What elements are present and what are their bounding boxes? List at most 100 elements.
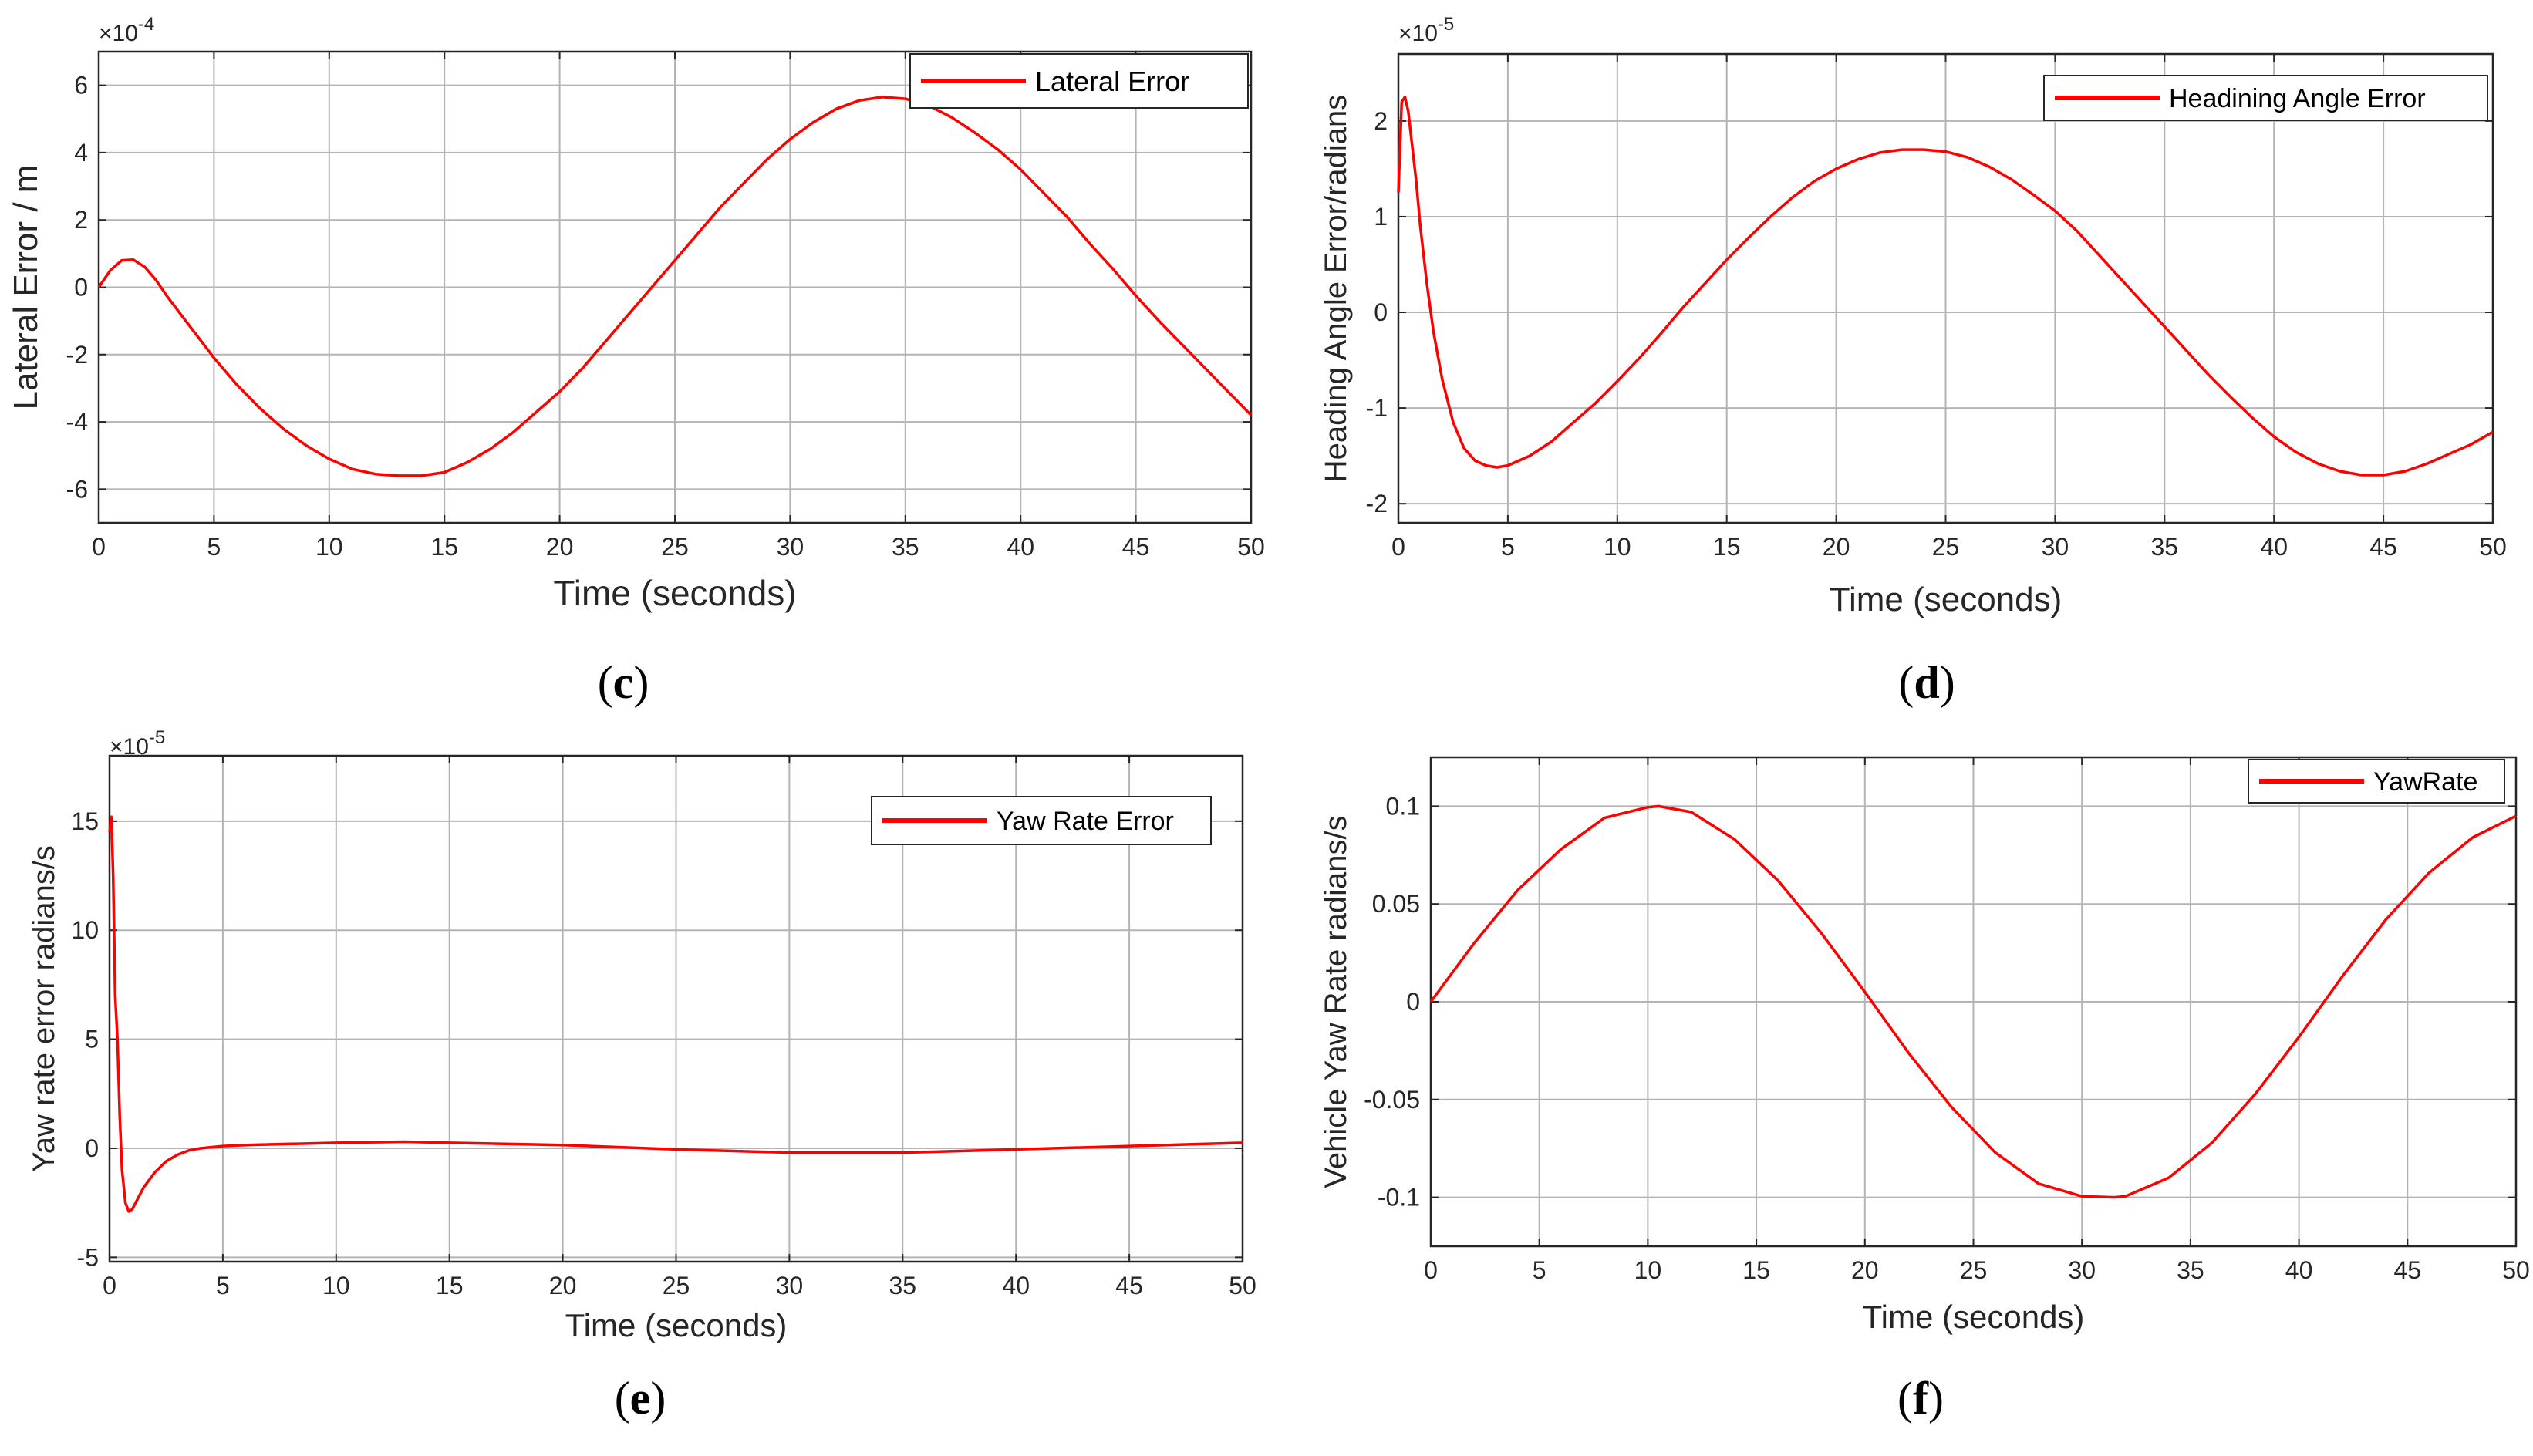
series-line	[1429, 804, 2517, 1199]
panel-caption: (f)	[1897, 1373, 1944, 1424]
y-axis-label: Heading Angle Error/radians	[1319, 95, 1353, 483]
x-tick-label: 15	[430, 533, 458, 561]
y-tick-label: -4	[66, 408, 88, 436]
x-tick-label: 45	[1122, 533, 1150, 561]
y-tick-label: 0.1	[1386, 792, 1420, 820]
x-tick-label: 20	[549, 1272, 577, 1299]
axis-exponent: ×10-5	[110, 727, 165, 760]
exponent-base: ×10	[110, 734, 149, 760]
y-tick-label: 0	[1406, 988, 1420, 1016]
x-tick-label: 45	[2394, 1256, 2422, 1284]
x-tick-label: 50	[1237, 533, 1265, 561]
legend-label: Headining Angle Error	[2169, 84, 2426, 113]
panel-letter: d	[1914, 657, 1939, 708]
chart-panel-f: 0 5 10 15 20 25 30 35 40 45 50 -0.1 -0.05 0 0.05 0.1 Tim…	[1319, 756, 2530, 1424]
x-tick-label: 10	[322, 1272, 350, 1299]
x-tick-label: 5	[207, 533, 221, 561]
panel-letter: f	[1913, 1373, 1929, 1424]
y-tick-label: -0.1	[1378, 1184, 1420, 1212]
x-axis-label: Time (seconds)	[565, 1307, 788, 1343]
x-tick-label: 35	[889, 1272, 917, 1299]
x-axis-label: Time (seconds)	[1830, 581, 2062, 618]
chart-panel-c: 0 5 10 15 20 25 30 35 40 45 50-6-4-20246×10-4Time …	[7, 14, 1265, 708]
y-tick-label: 2	[74, 206, 88, 234]
y-tick-label: -1	[1366, 394, 1388, 422]
y-tick-label: 15	[71, 807, 99, 835]
x-tick-label: 30	[2068, 1256, 2096, 1284]
legend-label: YawRate	[2373, 767, 2477, 797]
x-tick-label: 5	[216, 1272, 230, 1299]
exponent-power: -4	[138, 14, 154, 35]
panel-caption: (d)	[1898, 657, 1955, 708]
x-tick-label: 25	[663, 1272, 690, 1299]
x-tick-label: 25	[661, 533, 689, 561]
y-tick-label: -2	[66, 341, 88, 369]
y-axis-label: Yaw rate error radians/s	[27, 845, 61, 1172]
x-tick-label: 0	[1391, 533, 1405, 561]
y-tick-label: 1	[1374, 203, 1388, 231]
x-tick-label: 5	[1501, 533, 1515, 561]
x-tick-label: 35	[2151, 533, 2179, 561]
series-line	[108, 815, 1243, 1213]
x-tick-label: 20	[1851, 1256, 1879, 1284]
x-tick-label: 10	[315, 533, 343, 561]
x-tick-label: 0	[1424, 1256, 1438, 1284]
x-tick-label: 0	[92, 533, 106, 561]
x-tick-label: 30	[776, 1272, 804, 1299]
y-tick-label: -2	[1366, 490, 1388, 517]
panel-caption: (c)	[598, 657, 649, 708]
x-tick-label: 15	[436, 1272, 464, 1299]
x-tick-label: 15	[1713, 533, 1741, 561]
x-tick-label: 40	[1007, 533, 1034, 561]
x-tick-label: 35	[892, 533, 919, 561]
x-tick-label: 20	[1823, 533, 1850, 561]
y-tick-label: 0	[85, 1134, 99, 1162]
y-tick-label: 0.05	[1372, 890, 1420, 918]
x-axis-label: Time (seconds)	[1863, 1299, 2085, 1335]
panel-letter: c	[613, 657, 634, 708]
y-axis-label: Vehicle Yaw Rate radians/s	[1319, 815, 1353, 1188]
x-tick-label: 10	[1634, 1256, 1662, 1284]
y-tick-label: 10	[71, 916, 99, 944]
x-tick-label: 20	[546, 533, 574, 561]
legend-label: Yaw Rate Error	[997, 807, 1174, 836]
x-tick-label: 0	[103, 1272, 116, 1299]
x-tick-label: 50	[2479, 533, 2507, 561]
y-tick-label: -5	[77, 1243, 99, 1271]
x-tick-label: 5	[1533, 1256, 1546, 1284]
y-tick-label: 6	[74, 72, 88, 99]
x-tick-label: 30	[2042, 533, 2069, 561]
y-tick-label: 0	[1374, 298, 1388, 326]
x-axis-label: Time (seconds)	[553, 573, 796, 613]
axis-exponent: ×10-5	[1398, 14, 1454, 46]
x-tick-label: 40	[2285, 1256, 2313, 1284]
x-tick-label: 45	[2369, 533, 2397, 561]
x-tick-label: 45	[1115, 1272, 1143, 1299]
x-tick-label: 35	[2177, 1256, 2204, 1284]
x-tick-label: 25	[1932, 533, 1960, 561]
legend-label: Lateral Error	[1035, 66, 1189, 97]
series-line	[97, 96, 1253, 477]
y-axis-label: Lateral Error / m	[7, 165, 45, 410]
panel-caption: (e)	[615, 1373, 666, 1424]
y-tick-label: 2	[1374, 107, 1388, 135]
exponent-base: ×10	[99, 21, 138, 46]
x-tick-label: 10	[1604, 533, 1631, 561]
exponent-base: ×10	[1398, 21, 1438, 46]
axis-exponent: ×10-4	[99, 14, 154, 46]
x-tick-label: 40	[2260, 533, 2288, 561]
x-tick-label: 50	[1229, 1272, 1256, 1299]
x-tick-label: 25	[1960, 1256, 1988, 1284]
y-tick-label: 4	[74, 139, 88, 167]
x-tick-label: 15	[1742, 1256, 1770, 1284]
y-tick-label: -0.05	[1364, 1086, 1420, 1114]
y-tick-label: 0	[74, 274, 88, 302]
panel-letter: e	[630, 1373, 651, 1424]
y-tick-label: 5	[85, 1026, 99, 1053]
series-line	[1397, 96, 2494, 477]
chart-panel-d: 0 5 10 15 20 25 30 35 40 45 50 -2 -1 0 1 2 ×10-5 Time (se…	[1319, 14, 2507, 708]
exponent-power: -5	[149, 727, 165, 748]
x-tick-label: 40	[1002, 1272, 1030, 1299]
